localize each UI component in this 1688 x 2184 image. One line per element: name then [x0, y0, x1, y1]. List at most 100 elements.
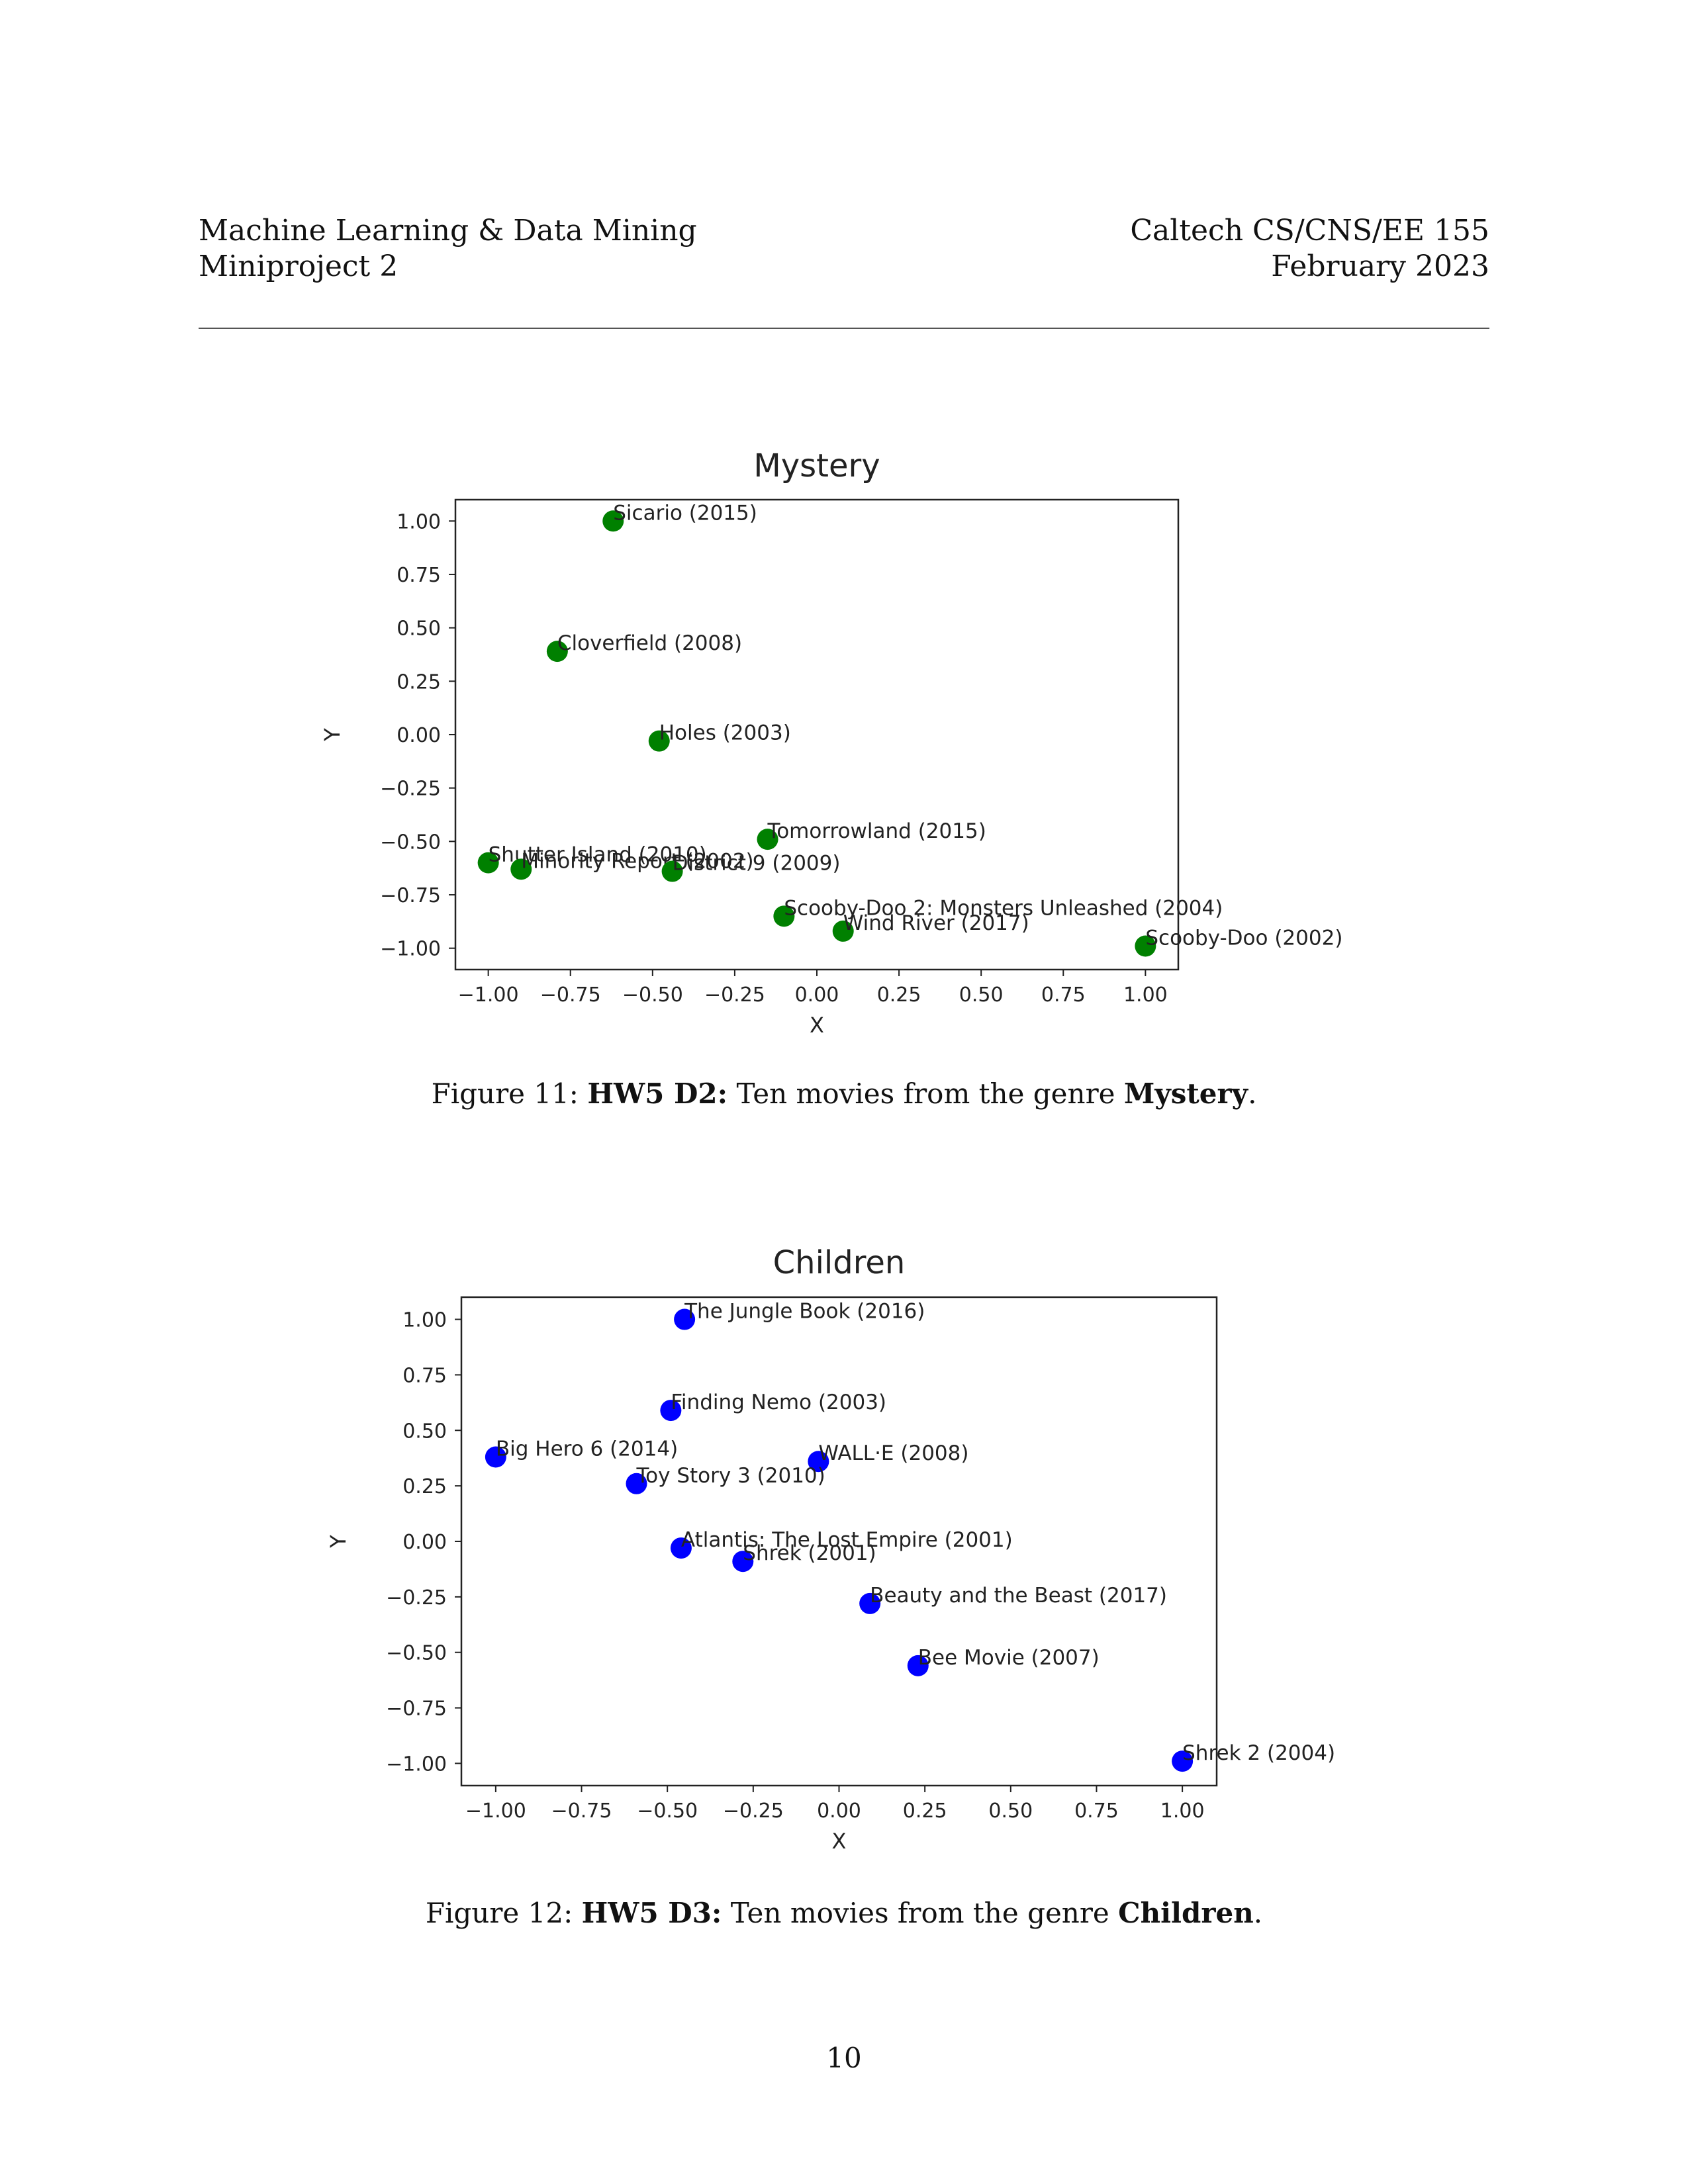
data-point [674, 1308, 696, 1330]
point-label: The Jungle Book (2016) [684, 1300, 925, 1324]
y-tick-label: 0.25 [397, 670, 441, 694]
x-tick-label: −0.75 [551, 1799, 612, 1823]
data-point [648, 730, 670, 752]
point-label: Minority Report (2002) [521, 849, 753, 873]
y-tick-label: −0.75 [380, 884, 441, 907]
x-tick-label: −1.00 [465, 1799, 526, 1823]
y-tick-label: −0.25 [386, 1586, 447, 1610]
data-point [626, 1473, 647, 1494]
x-tick-label: 1.00 [1123, 983, 1168, 1007]
y-tick-label: −0.25 [380, 778, 441, 801]
course-title: Machine Learning & Data Mining [199, 214, 697, 248]
page-number: 10 [826, 2042, 862, 2074]
caption-label: HW5 D3: [581, 1897, 722, 1929]
date: February 2023 [1271, 250, 1489, 283]
x-tick-label: −0.50 [637, 1799, 698, 1823]
x-tick-label: 0.25 [903, 1799, 947, 1823]
data-point [602, 510, 624, 532]
data-point [485, 1446, 506, 1468]
point-label: Finding Nemo (2003) [671, 1390, 886, 1414]
y-tick-label: 0.50 [402, 1420, 447, 1443]
point-label: WALL·E (2008) [818, 1441, 968, 1465]
y-axis-label: Y [326, 1535, 351, 1549]
data-point [907, 1655, 929, 1676]
x-tick-label: 0.50 [988, 1799, 1033, 1823]
x-tick-label: −1.00 [458, 983, 519, 1007]
data-point [859, 1592, 881, 1614]
figure-11-caption: Figure 11: HW5 D2: Ten movies from the g… [0, 1077, 1688, 1110]
point-label: Shrek 2 (2004) [1182, 1741, 1335, 1765]
point-label: Cloverfield (2008) [557, 631, 742, 655]
project-title: Miniproject 2 [199, 250, 399, 283]
x-tick-label: 0.00 [795, 983, 839, 1007]
point-label: Wind River (2017) [843, 911, 1029, 935]
x-tick-label: 0.25 [877, 983, 921, 1007]
y-tick-label: 0.75 [397, 564, 441, 587]
caption-genre: Children [1118, 1897, 1254, 1929]
x-tick-label: −0.50 [622, 983, 683, 1007]
y-tick-label: −0.50 [380, 831, 441, 854]
x-tick-label: 1.00 [1160, 1799, 1205, 1823]
y-tick-label: 1.00 [402, 1309, 447, 1332]
point-label: Tomorrowland (2015) [767, 819, 986, 843]
point-label: Scooby-Doo (2002) [1145, 927, 1342, 950]
y-axis-label: Y [320, 728, 345, 742]
y-tick-label: −0.75 [386, 1698, 447, 1721]
y-tick-label: 1.00 [397, 510, 441, 533]
x-axis-label: X [810, 1013, 824, 1038]
data-point [757, 829, 778, 850]
point-label: Bee Movie (2007) [918, 1646, 1100, 1670]
data-point [546, 641, 568, 662]
course-number: Caltech CS/CNS/EE 155 [1130, 214, 1489, 248]
caption-end: . [1253, 1897, 1263, 1929]
y-tick-label: −1.00 [386, 1752, 447, 1776]
figure-12-caption: Figure 12: HW5 D3: Ten movies from the g… [0, 1897, 1688, 1929]
point-label: Holes (2003) [659, 721, 791, 745]
y-tick-label: −1.00 [380, 938, 441, 961]
data-point [732, 1551, 754, 1572]
data-point [808, 1451, 829, 1473]
chart-title: Children [773, 1244, 906, 1281]
caption-genre: Mystery [1123, 1077, 1248, 1110]
caption-label: HW5 D2: [587, 1077, 728, 1110]
caption-prefix: Figure 11: [431, 1077, 588, 1110]
caption-prefix: Figure 12: [425, 1897, 582, 1929]
caption-text: Ten movies from the genre [727, 1077, 1124, 1110]
header-rule [199, 328, 1489, 329]
y-tick-label: 0.00 [402, 1531, 447, 1554]
point-label: Shrek (2001) [743, 1541, 876, 1565]
children-scatter-chart: Children −1.00 −0.75 −0.50 −0.25 0.00 0.25 0.50… [326, 1244, 1335, 1854]
point-label: District 9 (2009) [673, 852, 841, 876]
x-axis-label: X [832, 1829, 847, 1854]
running-header-left: Machine Learning & Data Mining Miniproje… [199, 213, 697, 285]
point-label: Toy Story 3 (2010) [636, 1464, 825, 1488]
y-tick-label: 0.75 [402, 1364, 447, 1387]
data-point [773, 905, 795, 927]
x-tick-label: 0.00 [817, 1799, 861, 1823]
data-point [477, 852, 499, 874]
running-header-right: Caltech CS/CNS/EE 155 February 2023 [1130, 213, 1489, 285]
data-point [661, 860, 683, 882]
mystery-scatter-chart: Mystery −1.00 −0.75 −0.50 −0.25 0.00 0.25 0.50 0… [320, 447, 1342, 1038]
caption-end: . [1248, 1077, 1257, 1110]
data-point [510, 858, 532, 880]
y-tick-label: 0.25 [402, 1475, 447, 1498]
x-tick-label: −0.25 [723, 1799, 784, 1823]
caption-text: Ten movies from the genre [722, 1897, 1119, 1929]
x-tick-label: −0.75 [540, 983, 601, 1007]
chart-title: Mystery [753, 447, 880, 484]
x-tick-label: 0.50 [959, 983, 1004, 1007]
data-point [660, 1400, 682, 1422]
point-label: Beauty and the Beast (2017) [870, 1584, 1167, 1608]
x-tick-label: 0.75 [1074, 1799, 1119, 1823]
point-label: Big Hero 6 (2014) [496, 1437, 678, 1461]
y-tick-label: 0.50 [397, 617, 441, 641]
data-point [1135, 935, 1156, 957]
point-label: Atlantis: The Lost Empire (2001) [681, 1528, 1013, 1552]
x-tick-label: −0.25 [704, 983, 765, 1007]
data-point [832, 920, 854, 942]
x-tick-label: 0.75 [1041, 983, 1086, 1007]
y-tick-label: −0.50 [386, 1642, 447, 1665]
data-point [670, 1537, 692, 1559]
y-tick-label: 0.00 [397, 724, 441, 747]
